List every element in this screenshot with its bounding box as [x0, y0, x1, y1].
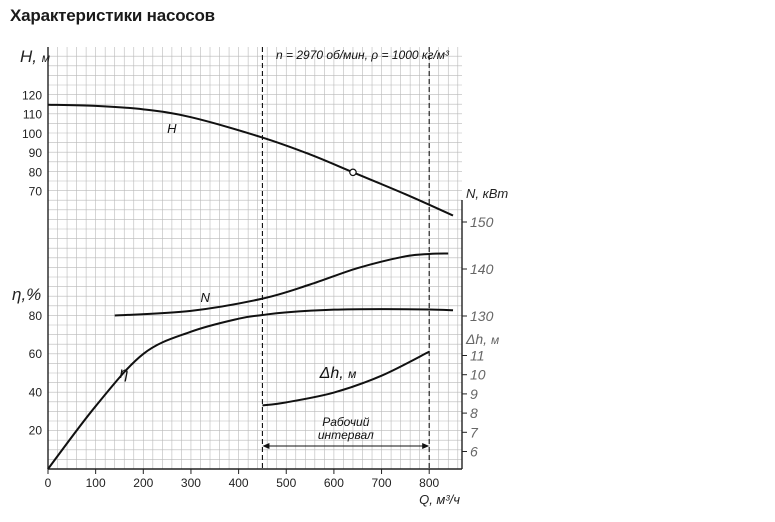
chart-marks: [47, 47, 454, 470]
series-label-N: N: [200, 290, 210, 305]
series-label-eta: η: [119, 365, 128, 382]
x-tick-label: 100: [86, 476, 106, 490]
arrow-head-left: [262, 443, 270, 449]
marked-point: [349, 168, 357, 177]
series-line-N: [114, 252, 449, 317]
eta-tick-label: 40: [29, 385, 43, 399]
h-tick-label: 120: [22, 89, 42, 103]
n-tick-label: 140: [470, 261, 494, 277]
x-axis-label: Q, м³/ч: [419, 492, 460, 507]
eta-tick-label: 60: [29, 347, 43, 361]
series-line-dh: [262, 350, 430, 407]
dh-tick-label: 11: [470, 348, 485, 364]
series-label-H: H: [167, 121, 177, 136]
eta-axis-label: η,%: [12, 285, 41, 304]
h-axis-label: H, м: [20, 47, 50, 66]
n-axis-label: N, кВт: [466, 186, 508, 201]
operating-interval-label-line2: интервал: [318, 428, 374, 442]
dh-axis-label: Δh, м: [465, 331, 499, 347]
series-line-H: [47, 103, 454, 217]
dh-tick-label: 10: [470, 367, 486, 383]
h-tick-label: 80: [29, 165, 43, 179]
h-tick-label: 100: [22, 127, 42, 141]
x-tick-label: 700: [372, 476, 392, 490]
n-tick-label: 150: [470, 214, 494, 230]
h-tick-label: 110: [23, 108, 42, 122]
conditions-note: n = 2970 об/мин, ρ = 1000 кг/м³: [276, 48, 450, 62]
x-tick-label: 500: [276, 476, 296, 490]
dh-tick-label: 9: [470, 386, 478, 402]
eta-tick-label: 20: [29, 424, 43, 438]
chart-grid: [47, 47, 462, 470]
x-tick-label: 600: [324, 476, 344, 490]
dh-tick-label: 6: [470, 444, 478, 460]
chart-axes: [47, 47, 467, 474]
x-tick-label: 800: [419, 476, 439, 490]
series-line-eta: [47, 308, 454, 470]
h-tick-label: 90: [29, 146, 43, 160]
chart-labels: 0 100 200 300 400 500 600 700 800 Q, м³/ч 70 80 90 10…: [12, 47, 508, 507]
dh-tick-label: 8: [470, 405, 478, 421]
x-tick-label: 200: [133, 476, 153, 490]
dh-tick-label: 7: [470, 424, 479, 440]
page-title: Характеристики насосов: [10, 6, 215, 25]
operating-interval-label-line1: Рабочий: [322, 415, 369, 429]
x-tick-label: 400: [229, 476, 249, 490]
n-tick-label: 130: [470, 308, 494, 324]
eta-tick-label: 80: [29, 309, 43, 323]
arrow-head-right: [422, 443, 430, 449]
series-label-dh: Δh, м: [319, 365, 357, 382]
h-tick-label: 70: [29, 185, 43, 199]
x-tick-label: 300: [181, 476, 201, 490]
x-tick-label: 0: [45, 476, 52, 490]
